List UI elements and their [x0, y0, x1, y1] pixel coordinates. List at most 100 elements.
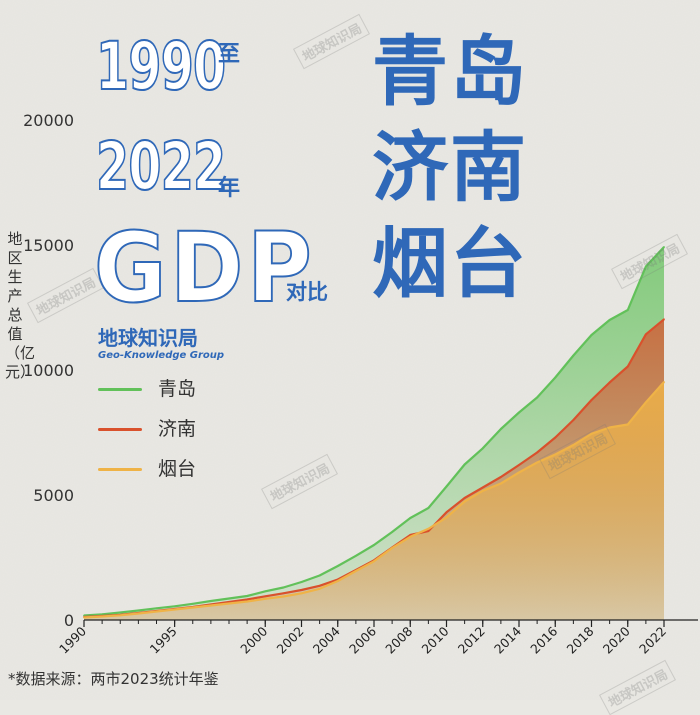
data-point-2-18 — [409, 535, 412, 538]
data-point-2-12 — [300, 592, 303, 595]
data-point-1-30 — [626, 365, 629, 368]
data-point-1-11 — [282, 592, 285, 595]
data-point-0-26 — [554, 376, 557, 379]
data-point-1-28 — [590, 399, 593, 401]
legend-item-yantai: 烟台 — [98, 458, 248, 498]
y-tick-label: 5000 — [33, 486, 74, 505]
brand-logo-text: 地球知识局 — [98, 326, 198, 350]
data-point-2-3 — [137, 612, 140, 615]
title-compare: 对比 — [286, 280, 328, 304]
data-point-0-25 — [536, 396, 539, 399]
data-point-0-23 — [499, 428, 502, 430]
data-point-0-32 — [663, 246, 665, 248]
x-tick-label: 2014 — [491, 623, 524, 656]
data-point-2-14 — [336, 580, 339, 582]
series-area-2 — [84, 382, 664, 620]
data-point-2-22 — [481, 489, 484, 492]
data-point-0-2 — [119, 611, 122, 614]
data-point-2-16 — [373, 560, 375, 563]
data-point-2-31 — [644, 401, 647, 404]
data-point-1-32 — [663, 318, 665, 321]
data-point-0-1 — [101, 613, 104, 616]
x-tick-label: 2004 — [310, 623, 343, 656]
data-point-0-16 — [373, 544, 375, 546]
legend-swatch-yantai — [98, 468, 142, 471]
data-point-0-20 — [445, 485, 448, 488]
title-metric: GDP — [93, 211, 316, 325]
data-point-1-21 — [463, 497, 466, 499]
title-city-jinan: 济南 — [372, 123, 528, 212]
x-tick-label: 2008 — [382, 623, 415, 656]
title-to: 至 — [218, 42, 241, 67]
data-point-2-11 — [282, 595, 285, 598]
y-tick-label: 15000 — [23, 236, 74, 255]
data-point-0-12 — [300, 581, 303, 583]
data-point-0-15 — [354, 554, 357, 557]
data-point-0-11 — [282, 586, 285, 589]
data-point-2-13 — [318, 587, 321, 590]
data-point-1-23 — [499, 476, 502, 478]
data-point-0-17 — [391, 531, 394, 533]
data-point-1-20 — [445, 511, 448, 514]
y-tick-label: 0 — [64, 611, 74, 630]
data-point-2-10 — [264, 597, 267, 600]
data-point-0-8 — [228, 597, 230, 600]
gdp-area-chart: 0 5000 10000 15000 20000 1990 1995 2000 2002 2004… — [23, 111, 698, 657]
x-tick-label: 2002 — [274, 624, 307, 657]
data-point-2-29 — [608, 426, 611, 429]
data-point-1-26 — [554, 436, 557, 439]
brand-english: Geo-Knowledge Group — [98, 350, 225, 361]
legend-swatch-qingdao — [98, 388, 142, 391]
data-point-2-32 — [663, 381, 665, 383]
data-point-2-2 — [119, 614, 122, 617]
data-point-1-12 — [300, 589, 303, 591]
data-point-0-4 — [155, 607, 158, 610]
legend-label-qingdao: 青岛 — [158, 378, 197, 400]
legend-item-jinan: 济南 — [98, 418, 248, 458]
x-tick-label: 2022 — [636, 624, 669, 657]
title-city-qingdao: 青岛 — [372, 27, 528, 116]
y-axis-label: 地区生产总值（亿元） — [5, 230, 36, 381]
data-point-2-25 — [536, 461, 539, 464]
data-point-0-9 — [246, 595, 249, 597]
title-year-word: 年 — [218, 176, 241, 201]
x-tick-label: 1990 — [56, 623, 89, 656]
data-point-0-24 — [518, 411, 520, 414]
data-point-2-30 — [626, 423, 629, 426]
data-point-2-28 — [590, 432, 593, 435]
legend-label-yantai: 烟台 — [158, 458, 197, 480]
title-city-yantai: 烟台 — [372, 219, 528, 308]
data-point-2-27 — [572, 444, 575, 446]
legend-swatch-jinan — [98, 428, 142, 431]
data-point-2-1 — [101, 615, 104, 618]
data-point-2-6 — [191, 606, 194, 609]
y-tick-label: 20000 — [23, 111, 74, 130]
x-tick-label: 2000 — [237, 623, 270, 656]
data-point-0-19 — [427, 507, 430, 509]
data-point-1-31 — [644, 333, 647, 336]
data-point-1-9 — [246, 598, 249, 601]
data-point-2-24 — [518, 471, 520, 474]
data-point-2-23 — [499, 482, 502, 485]
x-tick-label: 2012 — [455, 624, 488, 657]
data-point-2-4 — [155, 610, 158, 613]
data-point-1-24 — [518, 464, 520, 466]
data-point-0-27 — [572, 354, 575, 357]
data-point-0-13 — [318, 574, 321, 577]
data-point-2-0 — [83, 616, 85, 619]
legend-label-jinan: 济南 — [158, 418, 197, 440]
data-point-2-7 — [209, 604, 212, 607]
data-point-0-21 — [463, 463, 466, 466]
legend-item-qingdao: 青岛 — [98, 378, 248, 418]
data-point-2-5 — [173, 608, 176, 611]
data-point-0-10 — [264, 590, 267, 593]
data-point-0-7 — [209, 600, 212, 602]
data-point-2-9 — [246, 600, 249, 603]
x-tick-label: 2020 — [600, 623, 633, 656]
data-point-1-13 — [318, 584, 321, 587]
x-tick-label: 1995 — [147, 624, 180, 657]
data-point-0-18 — [409, 517, 412, 519]
data-point-0-28 — [590, 334, 593, 336]
data-point-0-22 — [481, 447, 484, 450]
title-year-start: 1990 — [95, 27, 227, 106]
